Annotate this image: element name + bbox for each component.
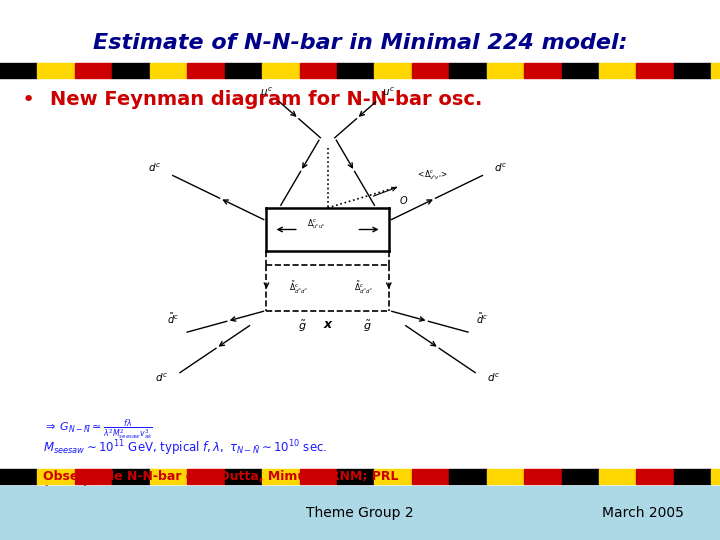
Bar (636, 63, 674, 78)
Text: $u^c$: $u^c$ (382, 86, 395, 98)
Bar (0, 469, 37, 484)
Bar (449, 469, 487, 484)
Bar (337, 469, 374, 484)
Bar (112, 63, 150, 78)
Text: $O$: $O$ (399, 194, 408, 206)
Bar (0, 63, 37, 78)
Text: New Feynman diagram for N-N-bar osc.: New Feynman diagram for N-N-bar osc. (50, 90, 483, 110)
Bar (337, 63, 374, 78)
Text: $d^c$: $d^c$ (494, 161, 507, 173)
Bar (487, 469, 524, 484)
Text: $\Delta^c_{u^c u^c}$: $\Delta^c_{u^c u^c}$ (307, 217, 326, 231)
Text: Observable N-N-bar osc (Dutta, Mimura, RNM; PRL
(2006): Observable N-N-bar osc (Dutta, Mimura, R… (43, 470, 399, 498)
Bar (674, 63, 711, 78)
Text: $u^c$: $u^c$ (260, 86, 273, 98)
Bar (711, 469, 720, 484)
Bar (674, 469, 711, 484)
Bar (37, 63, 75, 78)
Bar (562, 469, 599, 484)
Text: •: • (22, 90, 35, 110)
Bar (300, 63, 337, 78)
Bar (300, 469, 337, 484)
Bar (187, 63, 225, 78)
Text: $\tilde{\Delta}^c_{d^c d^c}$: $\tilde{\Delta}^c_{d^c d^c}$ (354, 280, 373, 295)
Text: Theme Group 2: Theme Group 2 (306, 506, 414, 520)
Bar (599, 469, 636, 484)
Text: $\Rightarrow\; G_{N-\bar{N}} \simeq \frac{f\lambda}{\lambda^2 M^2_{seesaw} v^3_{: $\Rightarrow\; G_{N-\bar{N}} \simeq \fra… (43, 417, 153, 442)
Bar (262, 469, 300, 484)
Text: $\tilde{\Delta}^c_{d^c d^c}$: $\tilde{\Delta}^c_{d^c d^c}$ (289, 280, 308, 295)
Bar (412, 63, 449, 78)
Text: March 2005: March 2005 (602, 506, 684, 520)
Bar (487, 63, 524, 78)
Bar (150, 469, 187, 484)
Text: $d^c$: $d^c$ (487, 372, 500, 384)
Bar (524, 469, 562, 484)
Bar (412, 469, 449, 484)
Text: $<\!\Delta^c_{\nu^c \nu^c}\!>$: $<\!\Delta^c_{\nu^c \nu^c}\!>$ (415, 168, 449, 183)
Bar (449, 63, 487, 78)
Bar (374, 63, 412, 78)
Text: Estimate of N-N-bar in Minimal 224 model:: Estimate of N-N-bar in Minimal 224 model… (93, 33, 627, 53)
Text: $\tilde{g}$: $\tilde{g}$ (298, 319, 307, 334)
Bar (225, 469, 262, 484)
Bar (187, 469, 225, 484)
Text: $\tilde{d}^c$: $\tilde{d}^c$ (167, 311, 179, 326)
Bar (75, 469, 112, 484)
Text: x: x (323, 318, 332, 330)
Bar (37, 469, 75, 484)
Text: $M_{seesaw} \sim 10^{11}$ GeV, typical $f, \lambda,\; \tau_{N-\bar{N}} \sim 10^{: $M_{seesaw} \sim 10^{11}$ GeV, typical $… (43, 438, 328, 458)
Text: $d^c$: $d^c$ (148, 161, 161, 173)
Text: $\tilde{d}^c$: $\tilde{d}^c$ (477, 311, 488, 326)
Bar (374, 469, 412, 484)
Bar (112, 469, 150, 484)
Text: $d^c$: $d^c$ (156, 372, 168, 384)
Bar (562, 63, 599, 78)
Bar (262, 63, 300, 78)
Bar (711, 63, 720, 78)
Bar (75, 63, 112, 78)
Text: $\tilde{g}$: $\tilde{g}$ (363, 319, 372, 334)
Bar (599, 63, 636, 78)
Bar (0, 486, 720, 540)
Bar (636, 469, 674, 484)
Bar (524, 63, 562, 78)
Bar (150, 63, 187, 78)
Bar (225, 63, 262, 78)
